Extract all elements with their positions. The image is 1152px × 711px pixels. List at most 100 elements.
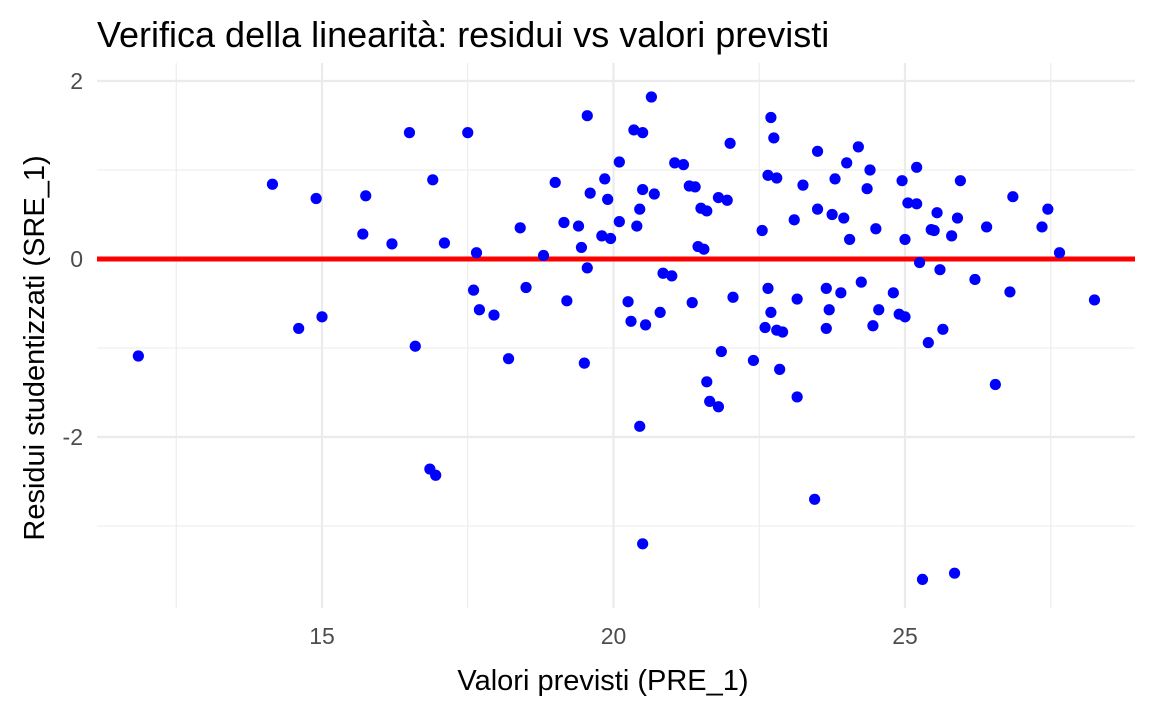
data-point — [712, 401, 725, 413]
data-point — [826, 208, 838, 221]
data-point — [852, 141, 864, 153]
data-point — [928, 224, 940, 237]
data-point — [360, 190, 372, 202]
data-point — [599, 173, 611, 185]
y-axis-tick-labels: -2 0 2 — [63, 68, 83, 450]
data-point — [759, 321, 771, 334]
data-point — [266, 178, 279, 190]
data-point — [604, 232, 617, 245]
data-point — [911, 198, 923, 210]
data-points — [132, 91, 1101, 586]
data-point — [132, 350, 144, 362]
data-point — [427, 174, 439, 186]
data-point — [310, 192, 322, 205]
data-point — [639, 319, 652, 331]
data-point — [724, 137, 736, 149]
data-point — [634, 420, 646, 432]
data-point — [922, 337, 934, 349]
data-point — [648, 188, 660, 200]
x-tick-label: 25 — [892, 623, 918, 649]
data-point — [861, 183, 873, 195]
data-point — [316, 311, 328, 323]
data-point — [899, 233, 911, 246]
data-point — [829, 173, 841, 185]
data-point — [637, 183, 649, 196]
data-point — [669, 157, 681, 169]
grid-lines — [97, 63, 1135, 608]
data-point — [572, 220, 585, 232]
data-point — [622, 296, 634, 308]
data-point — [637, 538, 649, 550]
data-point — [628, 124, 640, 136]
x-axis-title: Valori previsti (PRE_1) — [457, 665, 748, 697]
data-point — [811, 145, 824, 157]
data-point — [514, 222, 526, 234]
data-point — [677, 159, 690, 171]
data-point — [809, 493, 821, 505]
data-point — [386, 238, 398, 250]
data-point — [715, 345, 727, 358]
y-tick-label: 0 — [70, 246, 83, 272]
data-point — [762, 169, 774, 181]
data-point — [488, 309, 500, 321]
data-point — [712, 191, 725, 204]
data-point — [1042, 203, 1054, 215]
data-point — [727, 291, 739, 303]
data-point — [902, 197, 914, 209]
data-point — [791, 391, 803, 403]
data-point — [946, 230, 958, 242]
data-point — [841, 157, 853, 169]
data-point — [666, 270, 678, 282]
data-point — [701, 205, 713, 217]
data-point — [776, 326, 789, 338]
data-point — [911, 161, 923, 173]
data-point — [602, 193, 614, 205]
y-axis-title: Residui studentizzati (SRE_1) — [19, 155, 51, 540]
data-point — [462, 127, 474, 139]
data-point — [948, 567, 961, 579]
data-point — [438, 237, 451, 249]
data-point — [1004, 286, 1016, 298]
data-point — [835, 287, 847, 299]
data-point — [1088, 294, 1101, 306]
y-tick-label: -2 — [63, 424, 83, 450]
data-point — [467, 284, 480, 296]
data-point — [549, 176, 561, 189]
data-point — [931, 207, 943, 219]
data-point — [654, 306, 666, 318]
data-point — [768, 132, 780, 144]
data-point — [409, 340, 421, 352]
data-point — [1053, 247, 1066, 259]
data-point — [774, 363, 786, 375]
x-tick-label: 15 — [309, 623, 335, 649]
data-point — [470, 247, 483, 259]
data-point — [887, 287, 899, 299]
data-point — [899, 311, 911, 323]
data-point — [838, 212, 850, 224]
data-point — [916, 573, 929, 586]
data-point — [823, 304, 835, 316]
data-point — [537, 249, 550, 262]
data-point — [844, 233, 856, 246]
data-point — [473, 304, 486, 316]
data-point — [631, 220, 643, 232]
data-point — [561, 295, 573, 307]
data-point — [762, 282, 774, 294]
data-point — [596, 230, 608, 242]
data-point — [689, 181, 701, 193]
data-point — [1036, 221, 1048, 233]
data-point — [698, 243, 710, 255]
data-point — [1007, 191, 1019, 203]
data-point — [721, 194, 733, 206]
data-point — [502, 353, 515, 365]
data-point — [873, 304, 885, 316]
data-point — [981, 221, 993, 233]
y-tick-label: 2 — [70, 68, 83, 94]
data-point — [765, 111, 777, 124]
data-point — [765, 306, 777, 318]
data-point — [756, 224, 768, 237]
data-point — [581, 262, 593, 274]
data-point — [613, 216, 625, 228]
data-point — [937, 323, 949, 335]
